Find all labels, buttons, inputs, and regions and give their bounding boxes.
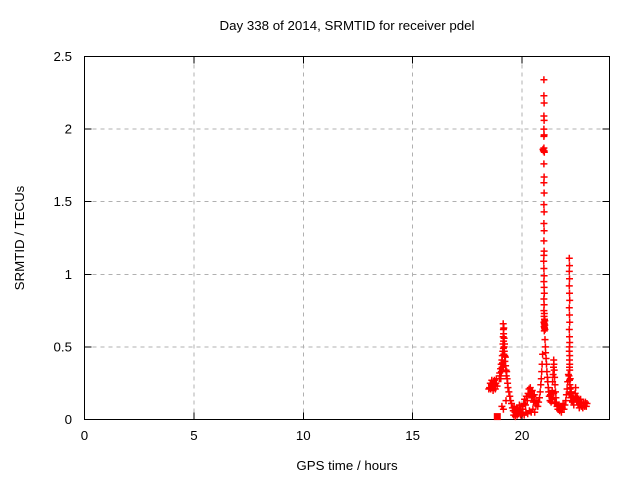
- y-tick-label: 0.5: [54, 339, 73, 354]
- y-axis-label: SRMTID / TECUs: [12, 185, 27, 290]
- y-tick-label: 2: [65, 122, 72, 137]
- x-tick-label: 0: [81, 428, 88, 443]
- chart-title: Day 338 of 2014, SRMTID for receiver pde…: [220, 18, 475, 33]
- x-axis-label: GPS time / hours: [296, 458, 398, 473]
- y-tick-label: 0: [65, 412, 72, 427]
- x-tick-label: 10: [296, 428, 311, 443]
- x-tick-label: 15: [405, 428, 420, 443]
- dense-point-cluster: [493, 413, 501, 421]
- x-tick-label: 5: [190, 428, 197, 443]
- data-points: [485, 76, 591, 421]
- x-tick-label: 20: [515, 428, 530, 443]
- grid-lines: [84, 56, 610, 420]
- y-tick-label: 2.5: [54, 49, 73, 64]
- axis-ticks: [84, 56, 610, 420]
- plot-area: [84, 56, 610, 420]
- y-tick-label: 1.5: [54, 194, 73, 209]
- y-tick-label: 1: [65, 267, 72, 282]
